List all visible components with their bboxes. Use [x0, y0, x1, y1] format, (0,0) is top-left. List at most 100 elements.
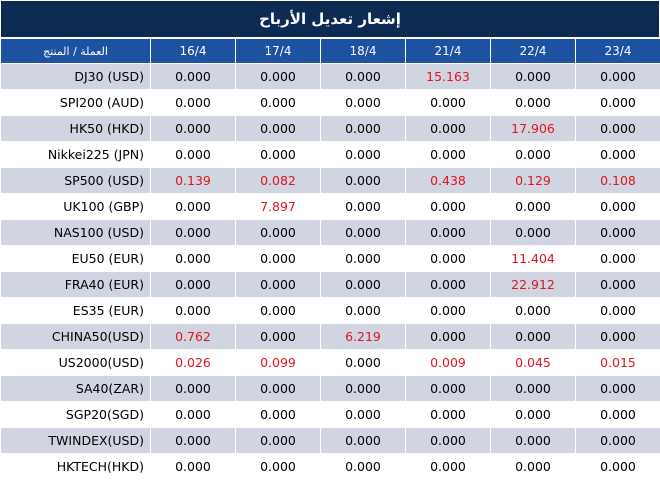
dividend-value-cell: 0.000 [575, 427, 660, 454]
dividend-value-cell: 0.139 [150, 167, 236, 194]
dividend-value-cell: 0.000 [575, 323, 660, 350]
product-name-cell: HK50 (HKD) [0, 115, 151, 142]
dividend-value-cell: 0.000 [405, 193, 491, 220]
product-name-cell: Nikkei225 (JPN) [0, 141, 151, 168]
product-name-cell: DJ30 (USD) [0, 63, 151, 90]
dividend-value-cell: 0.000 [320, 63, 406, 90]
dividend-value-cell: 0.762 [150, 323, 236, 350]
dividend-value-cell: 0.026 [150, 349, 236, 376]
dividend-value-cell: 0.000 [575, 219, 660, 246]
dividend-value-cell: 0.000 [405, 141, 491, 168]
dividend-value-cell: 0.000 [235, 245, 321, 272]
dividend-value-cell: 0.000 [320, 271, 406, 298]
table-row: TWINDEX(USD) 0.000 0.000 0.000 0.000 0.000 0.0… [0, 427, 660, 454]
dividend-value-cell: 0.000 [320, 427, 406, 454]
dividend-value-cell: 0.000 [405, 427, 491, 454]
dividend-value-cell: 0.082 [235, 167, 321, 194]
column-header-date: 18/4 [320, 38, 406, 64]
product-name-cell: SP500 (USD) [0, 167, 151, 194]
table-row: HK50 (HKD) 0.000 0.000 0.000 0.000 17.906 0.00… [0, 115, 660, 142]
dividend-value-cell: 0.000 [490, 375, 576, 402]
dividend-value-cell: 0.000 [575, 193, 660, 220]
dividend-value-cell: 0.000 [235, 141, 321, 168]
dividend-value-cell: 0.000 [320, 115, 406, 142]
dividend-value-cell: 0.000 [235, 89, 321, 116]
dividend-value-cell: 0.000 [405, 323, 491, 350]
dividend-value-cell: 0.000 [490, 453, 576, 480]
dividend-value-cell: 0.000 [490, 427, 576, 454]
dividend-value-cell: 0.000 [320, 349, 406, 376]
dividend-value-cell: 0.000 [405, 89, 491, 116]
product-name-cell: EU50 (EUR) [0, 245, 151, 272]
dividend-value-cell: 0.000 [150, 219, 236, 246]
dividend-value-cell: 0.000 [235, 115, 321, 142]
dividend-value-cell: 0.000 [320, 245, 406, 272]
product-name-cell: SGP20(SGD) [0, 401, 151, 428]
dividend-value-cell: 0.000 [320, 89, 406, 116]
table-row: SA40(ZAR) 0.000 0.000 0.000 0.000 0.000 0.000 [0, 375, 660, 402]
dividend-value-cell: 0.000 [235, 427, 321, 454]
dividend-value-cell: 0.000 [150, 375, 236, 402]
dividend-value-cell: 0.015 [575, 349, 660, 376]
dividend-value-cell: 0.000 [490, 401, 576, 428]
dividend-value-cell: 0.000 [575, 115, 660, 142]
dividend-value-cell: 0.000 [320, 193, 406, 220]
dividend-value-cell: 0.000 [490, 63, 576, 90]
dividend-value-cell: 0.000 [575, 271, 660, 298]
table-row: FRA40 (EUR) 0.000 0.000 0.000 0.000 22.912 0.0… [0, 271, 660, 298]
table-row: US2000(USD) 0.026 0.099 0.000 0.009 0.045 0.01… [0, 349, 660, 376]
dividend-value-cell: 0.099 [235, 349, 321, 376]
product-name-cell: HKTECH(HKD) [0, 453, 151, 480]
dividend-value-cell: 0.000 [490, 193, 576, 220]
dividend-value-cell: 0.000 [575, 141, 660, 168]
dividend-value-cell: 0.000 [320, 167, 406, 194]
dividend-value-cell: 0.000 [405, 375, 491, 402]
dividend-value-cell: 17.906 [490, 115, 576, 142]
dividend-value-cell: 0.000 [235, 63, 321, 90]
product-name-cell: FRA40 (EUR) [0, 271, 151, 298]
dividend-value-cell: 0.000 [405, 271, 491, 298]
dividend-value-cell: 0.000 [490, 141, 576, 168]
product-name-cell: UK100 (GBP) [0, 193, 151, 220]
dividend-value-cell: 0.000 [490, 89, 576, 116]
dividend-value-cell: 0.000 [150, 141, 236, 168]
table-row: Nikkei225 (JPN) 0.000 0.000 0.000 0.000 0.000… [0, 141, 660, 168]
table-row: SP500 (USD) 0.139 0.082 0.000 0.438 0.129 0.10… [0, 167, 660, 194]
product-name-cell: TWINDEX(USD) [0, 427, 151, 454]
dividend-value-cell: 0.000 [320, 219, 406, 246]
dividend-value-cell: 0.000 [575, 375, 660, 402]
dividend-value-cell: 0.000 [150, 193, 236, 220]
dividend-value-cell: 6.219 [320, 323, 406, 350]
dividend-value-cell: 0.000 [575, 245, 660, 272]
dividend-value-cell: 0.000 [150, 245, 236, 272]
dividend-value-cell: 22.912 [490, 271, 576, 298]
dividend-value-cell: 0.000 [150, 427, 236, 454]
dividend-value-cell: 0.000 [575, 89, 660, 116]
dividend-value-cell: 0.000 [575, 401, 660, 428]
dividend-value-cell: 0.000 [150, 297, 236, 324]
dividend-value-cell: 0.000 [405, 401, 491, 428]
dividend-value-cell: 0.129 [490, 167, 576, 194]
dividend-value-cell: 0.000 [320, 375, 406, 402]
dividend-value-cell: 0.000 [320, 297, 406, 324]
dividend-value-cell: 0.000 [150, 63, 236, 90]
dividend-value-cell: 0.000 [235, 219, 321, 246]
table-row: EU50 (EUR) 0.000 0.000 0.000 0.000 11.404 0.00… [0, 245, 660, 272]
dividend-value-cell: 0.000 [235, 271, 321, 298]
dividend-value-cell: 0.000 [150, 115, 236, 142]
dividend-value-cell: 0.108 [575, 167, 660, 194]
dividend-table: العملة / المنتج 16/4 17/4 18/4 21/4 22/4… [0, 38, 660, 480]
dividend-value-cell: 0.438 [405, 167, 491, 194]
product-name-cell: SA40(ZAR) [0, 375, 151, 402]
product-name-cell: US2000(USD) [0, 349, 151, 376]
table-row: DJ30 (USD) 0.000 0.000 0.000 15.163 0.000 0.00… [0, 63, 660, 90]
table-header-row: العملة / المنتج 16/4 17/4 18/4 21/4 22/4… [0, 38, 660, 64]
dividend-value-cell: 0.000 [405, 297, 491, 324]
product-name-cell: CHINA50(USD) [0, 323, 151, 350]
dividend-value-cell: 0.000 [490, 323, 576, 350]
table-body: DJ30 (USD) 0.000 0.000 0.000 15.163 0.000 0.00… [0, 63, 660, 480]
dividend-value-cell: 15.163 [405, 63, 491, 90]
column-header-date: 16/4 [150, 38, 236, 64]
dividend-value-cell: 0.000 [320, 141, 406, 168]
dividend-value-cell: 0.000 [235, 401, 321, 428]
